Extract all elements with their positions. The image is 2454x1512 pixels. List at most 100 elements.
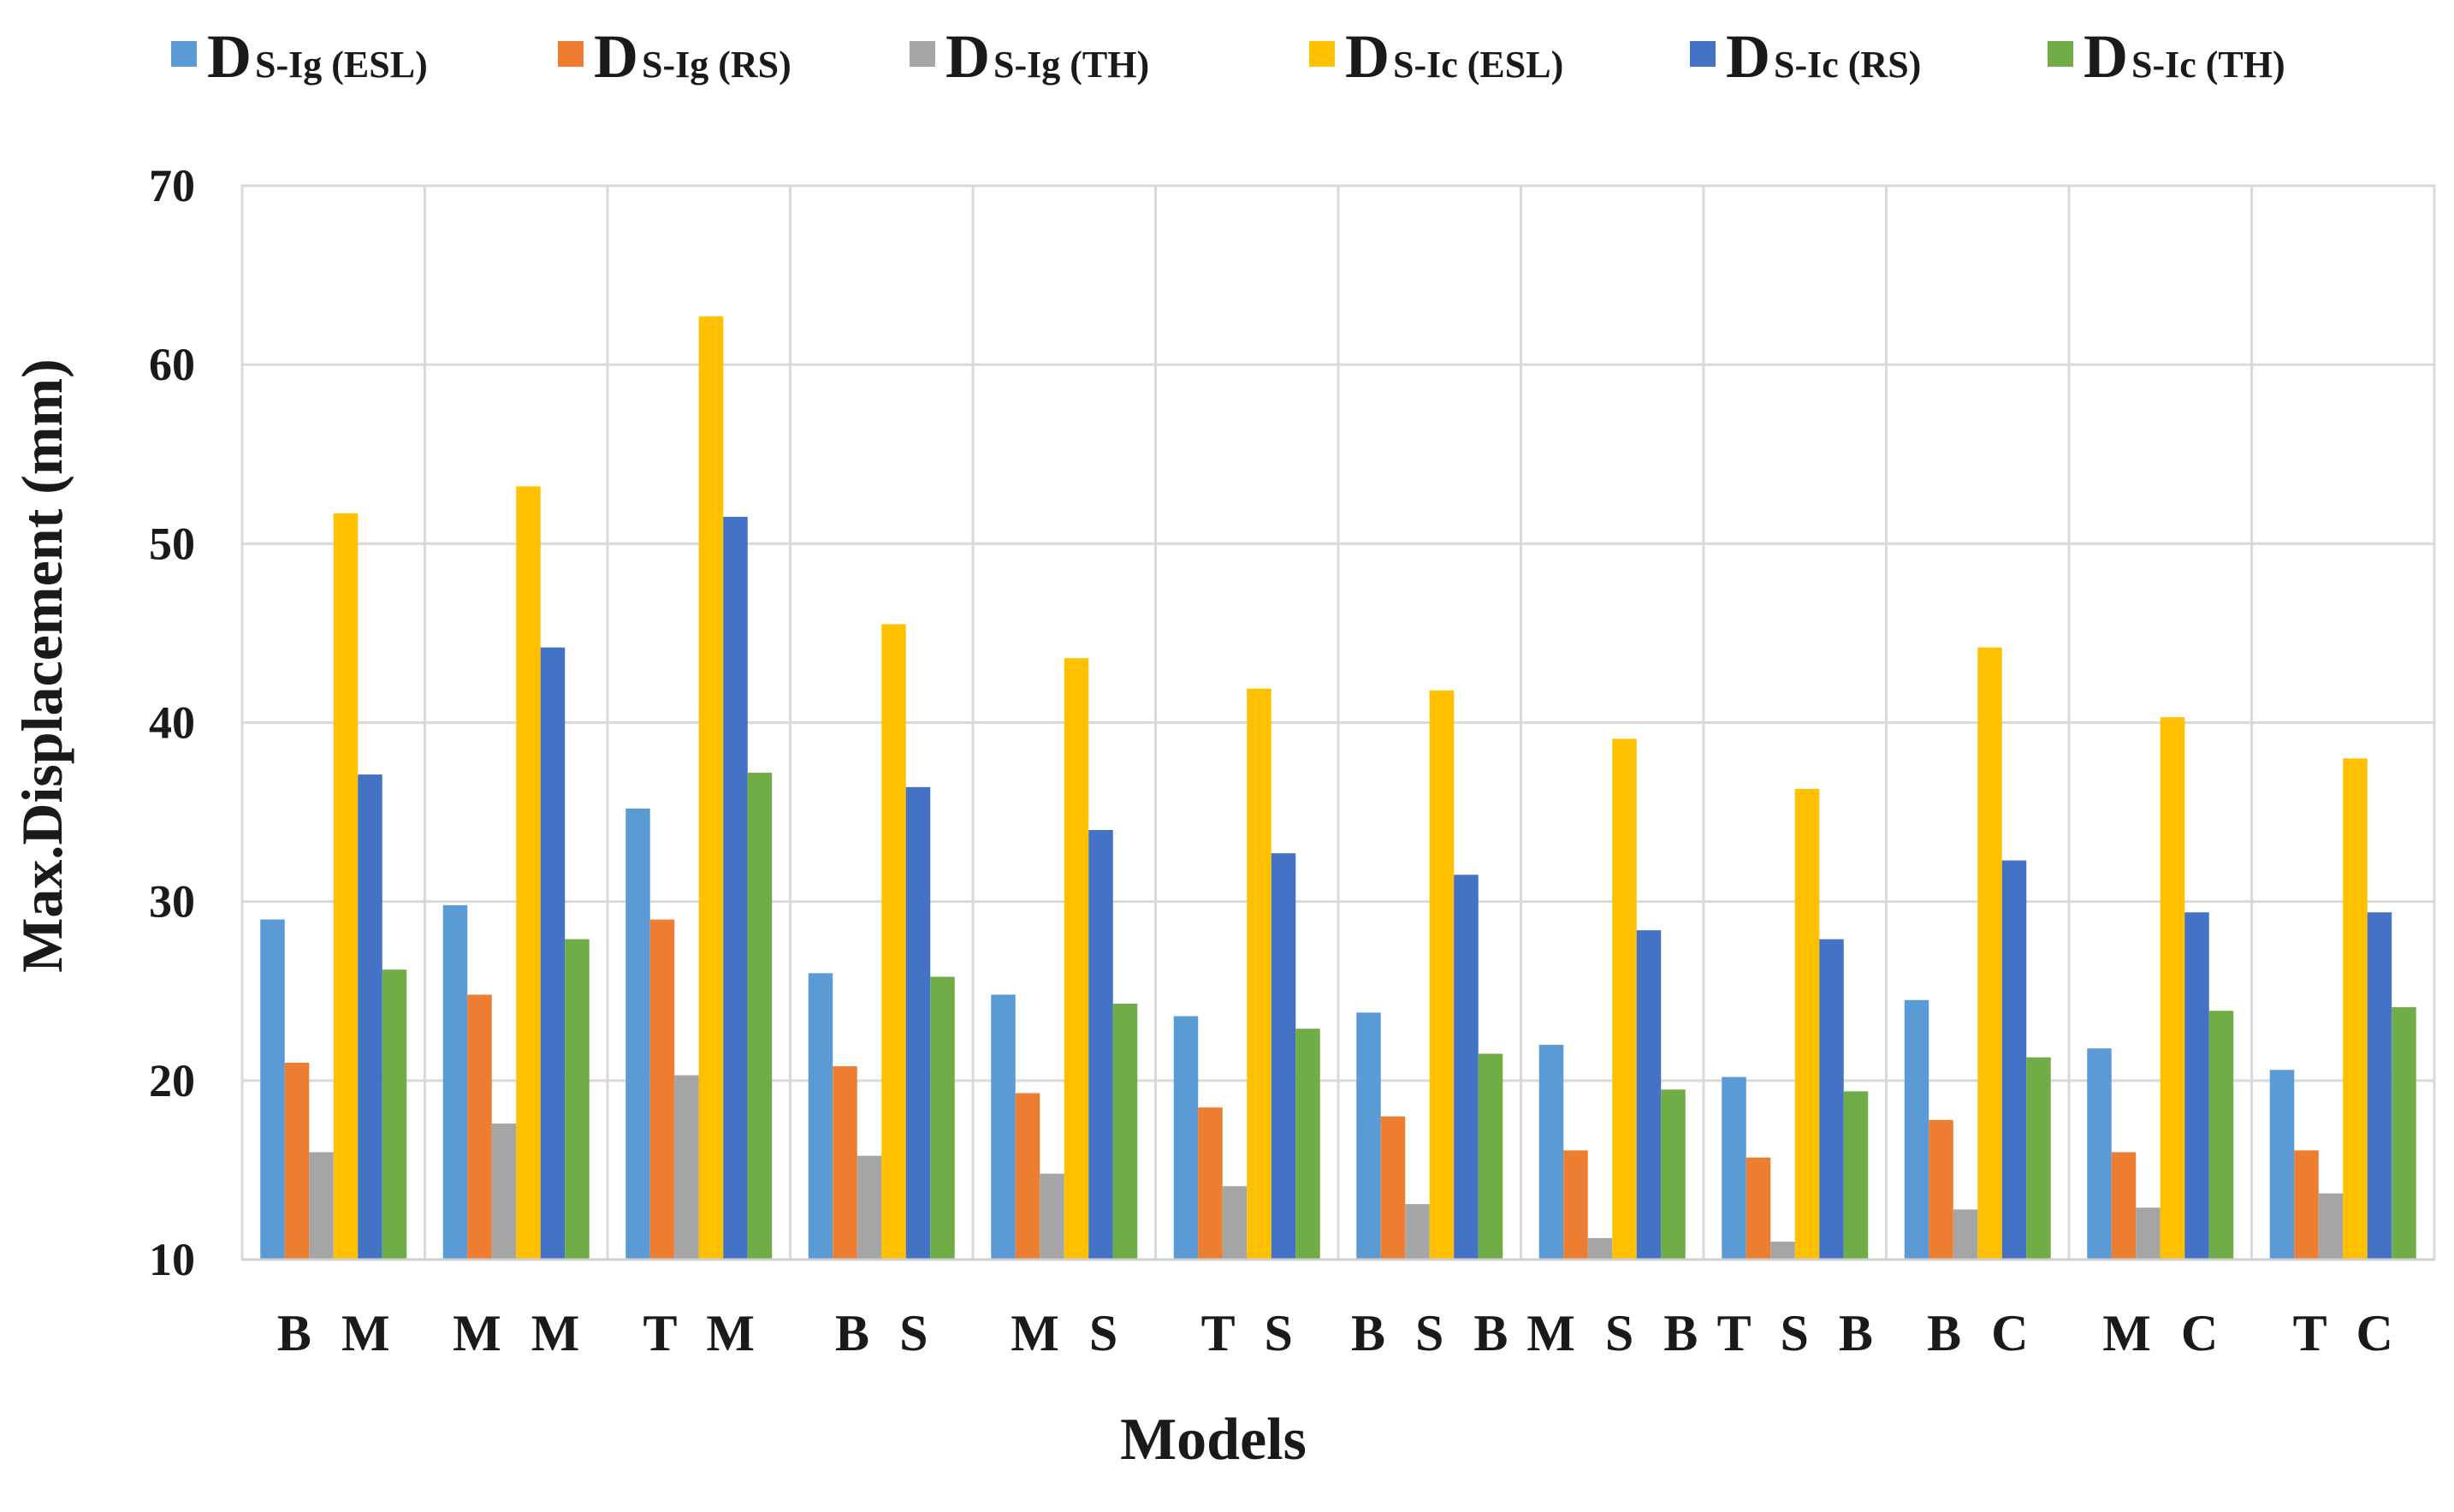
bar-3-7 — [1405, 1204, 1430, 1260]
bar-6-7 — [1478, 1053, 1503, 1260]
bar-4-1 — [333, 513, 359, 1260]
bar-4-10 — [1977, 647, 2002, 1260]
bar-6-9 — [1843, 1091, 1869, 1260]
bar-2-4 — [833, 1066, 857, 1260]
bar-6-6 — [1295, 1029, 1320, 1260]
bar-5-12 — [2367, 912, 2392, 1260]
bar-3-3 — [674, 1075, 699, 1260]
x-axis-label: Models — [1120, 1407, 1307, 1473]
bar-4-5 — [1064, 658, 1089, 1260]
bar-1-3 — [625, 808, 650, 1260]
bar-1-2 — [442, 904, 468, 1260]
bar-3-2 — [491, 1124, 517, 1260]
bar-6-4 — [930, 976, 955, 1260]
bar-5-3 — [723, 516, 748, 1260]
bar-1-5 — [991, 994, 1016, 1260]
bar-2-6 — [1198, 1107, 1223, 1260]
legend-item-6: DS-Ic (TH) — [2048, 22, 2285, 91]
x-tick-label: B S B — [1351, 1305, 1516, 1361]
bar-1-8 — [1538, 1045, 1564, 1260]
bar-2-1 — [284, 1062, 310, 1260]
bar-1-10 — [1904, 999, 1929, 1260]
y-tick-label: 70 — [149, 160, 195, 211]
bar-4-6 — [1247, 688, 1271, 1260]
x-tick-label: M C — [2102, 1305, 2226, 1361]
bar-5-8 — [1636, 930, 1662, 1260]
bar-4-7 — [1429, 690, 1455, 1260]
bar-4-2 — [516, 486, 541, 1260]
legend: DS-Ig (ESL) DS-Ig (RS) DS-Ig (TH) DS-Ic (ES… — [171, 22, 2285, 91]
legend-item-3: DS-Ig (TH) — [910, 22, 1149, 91]
bar-5-5 — [1088, 830, 1113, 1260]
legend-swatch — [1690, 41, 1716, 67]
bar-5-10 — [2001, 860, 2027, 1260]
bar-3-8 — [1587, 1237, 1613, 1260]
legend-swatch — [1309, 41, 1335, 67]
legend-item-5: DS-Ic (RS) — [1690, 22, 1921, 91]
bar-4-9 — [1794, 788, 1820, 1260]
bar-5-7 — [1454, 875, 1479, 1260]
bar-1-6 — [1173, 1016, 1199, 1260]
y-tick-label: 60 — [149, 339, 195, 390]
bar-4-3 — [698, 316, 724, 1260]
bar-5-1 — [358, 774, 382, 1260]
y-tick-label: 50 — [149, 518, 195, 569]
x-tick-label: T C — [2293, 1305, 2402, 1361]
bar-4-8 — [1612, 738, 1637, 1260]
bar-2-12 — [2294, 1150, 2319, 1260]
bars — [242, 316, 2434, 1261]
legend-swatch — [558, 41, 584, 67]
x-tick-label: M S B — [1526, 1305, 1706, 1361]
legend-item-1: DS-Ig (ESL) — [171, 22, 428, 91]
bar-2-9 — [1746, 1157, 1771, 1260]
bar-3-1 — [309, 1152, 334, 1260]
bar-1-11 — [2087, 1048, 2112, 1260]
y-tick-label: 40 — [149, 697, 195, 749]
bar-4-11 — [2160, 717, 2185, 1260]
y-tick-label: 30 — [149, 876, 195, 928]
bar-1-4 — [808, 973, 833, 1260]
bar-3-6 — [1222, 1186, 1248, 1260]
bar-2-3 — [649, 919, 675, 1260]
x-tick-label: T S — [1201, 1305, 1301, 1361]
legend-swatch — [171, 41, 197, 67]
bar-2-7 — [1380, 1116, 1406, 1260]
x-tick-label: B C — [1927, 1305, 2036, 1361]
bar-6-12 — [2392, 1007, 2416, 1260]
x-tick-label: M S — [1011, 1305, 1126, 1361]
legend-label: DS-Ig (ESL) — [207, 22, 428, 91]
legend-swatch — [2048, 41, 2073, 67]
x-tick-label: T M — [643, 1305, 763, 1361]
bar-2-8 — [1563, 1150, 1588, 1260]
bar-6-8 — [1661, 1089, 1686, 1260]
y-tick-label: 10 — [149, 1234, 195, 1285]
bar-6-1 — [382, 969, 407, 1260]
legend-swatch — [910, 41, 935, 67]
legend-label: DS-Ic (ESL) — [1345, 22, 1563, 91]
bar-6-10 — [2026, 1057, 2051, 1260]
bar-5-11 — [2184, 912, 2209, 1260]
legend-label: DS-Ig (RS) — [594, 22, 791, 91]
bar-6-3 — [747, 773, 773, 1260]
legend-item-2: DS-Ig (RS) — [558, 22, 791, 91]
bar-5-2 — [540, 647, 566, 1260]
bar-3-11 — [2136, 1207, 2161, 1260]
bar-2-2 — [467, 994, 492, 1260]
bar-2-10 — [1929, 1119, 1953, 1260]
x-tick-label: B M — [277, 1305, 399, 1361]
x-tick-label: M M — [453, 1305, 588, 1361]
y-axis-ticks: 10 20 30 40 50 60 70 — [149, 160, 195, 1285]
x-tick-label: B S — [835, 1305, 936, 1361]
bar-5-6 — [1271, 853, 1296, 1260]
legend-label: DS-Ig (TH) — [945, 22, 1149, 91]
y-axis-label: Max.Displacement (mm) — [9, 359, 74, 973]
bar-2-11 — [2111, 1152, 2137, 1260]
bar-3-5 — [1040, 1173, 1064, 1260]
bar-4-4 — [881, 624, 906, 1260]
bar-1-9 — [1722, 1076, 1746, 1260]
bar-3-10 — [1953, 1209, 1978, 1260]
y-tick-label: 20 — [149, 1055, 195, 1106]
bar-1-1 — [260, 919, 285, 1260]
